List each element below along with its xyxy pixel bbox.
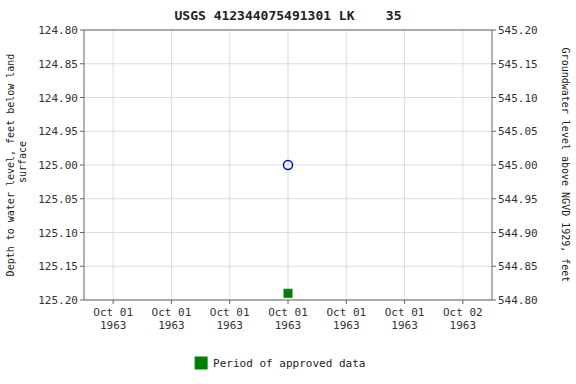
tick-label: 544.90 [498, 227, 538, 240]
tick [492, 198, 496, 199]
tick [113, 300, 114, 304]
tick [80, 165, 84, 166]
tick-label: 545.20 [498, 24, 538, 37]
data-point [284, 289, 292, 297]
tick-label: Oct 021963 [443, 306, 483, 332]
legend: Period of approved data [195, 357, 365, 370]
tick-label: Oct 011963 [326, 306, 366, 332]
tick-label: 125.05 [38, 193, 78, 206]
tick [80, 198, 84, 199]
grid-line [229, 30, 230, 300]
tick-label: 124.85 [38, 58, 78, 71]
grid-line [346, 30, 347, 300]
tick-label: 124.80 [38, 24, 78, 37]
marks [284, 161, 293, 298]
tick [80, 30, 84, 31]
grid-line [288, 30, 289, 300]
tick [80, 97, 84, 98]
tick [80, 266, 84, 267]
tick [492, 232, 496, 233]
tick-label: 125.20 [38, 294, 78, 307]
tick [346, 300, 347, 304]
tick [492, 30, 496, 31]
tick-label: 124.95 [38, 125, 78, 138]
tick-label: 545.05 [498, 125, 538, 138]
tick [80, 131, 84, 132]
tick-label: 545.00 [498, 159, 538, 172]
tick [492, 131, 496, 132]
x-axis: Oct 011963 Oct 011963 Oct 011963 Oct 011963… [93, 300, 482, 332]
tick-label: 544.95 [498, 193, 538, 206]
tick [462, 300, 463, 304]
y-axis: 124.80 124.85 124.90 124.95 125.00 125.05 125.… [38, 24, 84, 307]
legend-swatch [195, 357, 207, 369]
tick-label: Oct 011963 [210, 306, 250, 332]
tick [80, 232, 84, 233]
grid-line [404, 30, 405, 300]
grid-line [462, 30, 463, 300]
tick [492, 266, 496, 267]
tick-label: 125.15 [38, 260, 78, 273]
tick [492, 63, 496, 64]
axis-label: Groundwater level above NGVD 1929, feet [560, 48, 571, 283]
tick [229, 300, 230, 304]
tick-label: 125.10 [38, 227, 78, 240]
title: USGS 412344075491301 LK 35 [175, 8, 402, 23]
tick [404, 300, 405, 304]
tick [80, 300, 84, 301]
tick [288, 300, 289, 304]
plot-frame [84, 30, 492, 300]
tick-label: Oct 011963 [93, 306, 133, 332]
tick-label: Oct 011963 [152, 306, 192, 332]
legend-label: Period of approved data [213, 357, 365, 370]
tick-label: 124.90 [38, 92, 78, 105]
data-point [284, 161, 293, 170]
tick [80, 63, 84, 64]
grid-line [113, 30, 114, 300]
tick-label: 545.10 [498, 92, 538, 105]
chart: 124.80 124.85 124.90 124.95 125.00 125.05 125.… [0, 0, 576, 384]
tick [492, 97, 496, 98]
tick-label: 544.85 [498, 260, 538, 273]
tick [492, 165, 496, 166]
tick-label: 545.15 [498, 58, 538, 71]
grid [84, 30, 492, 300]
tick-label: Oct 011963 [385, 306, 425, 332]
tick [171, 300, 172, 304]
grid-line [171, 30, 172, 300]
tick-label: Oct 011963 [268, 306, 308, 332]
tick-label: 125.00 [38, 159, 78, 172]
tick [492, 300, 496, 301]
y2-axis: 545.20 545.15 545.10 545.05 545.00 544.95 544.… [492, 24, 538, 307]
axis-label: Depth to water level, feet below land su… [5, 54, 28, 277]
tick-label: 544.80 [498, 294, 538, 307]
